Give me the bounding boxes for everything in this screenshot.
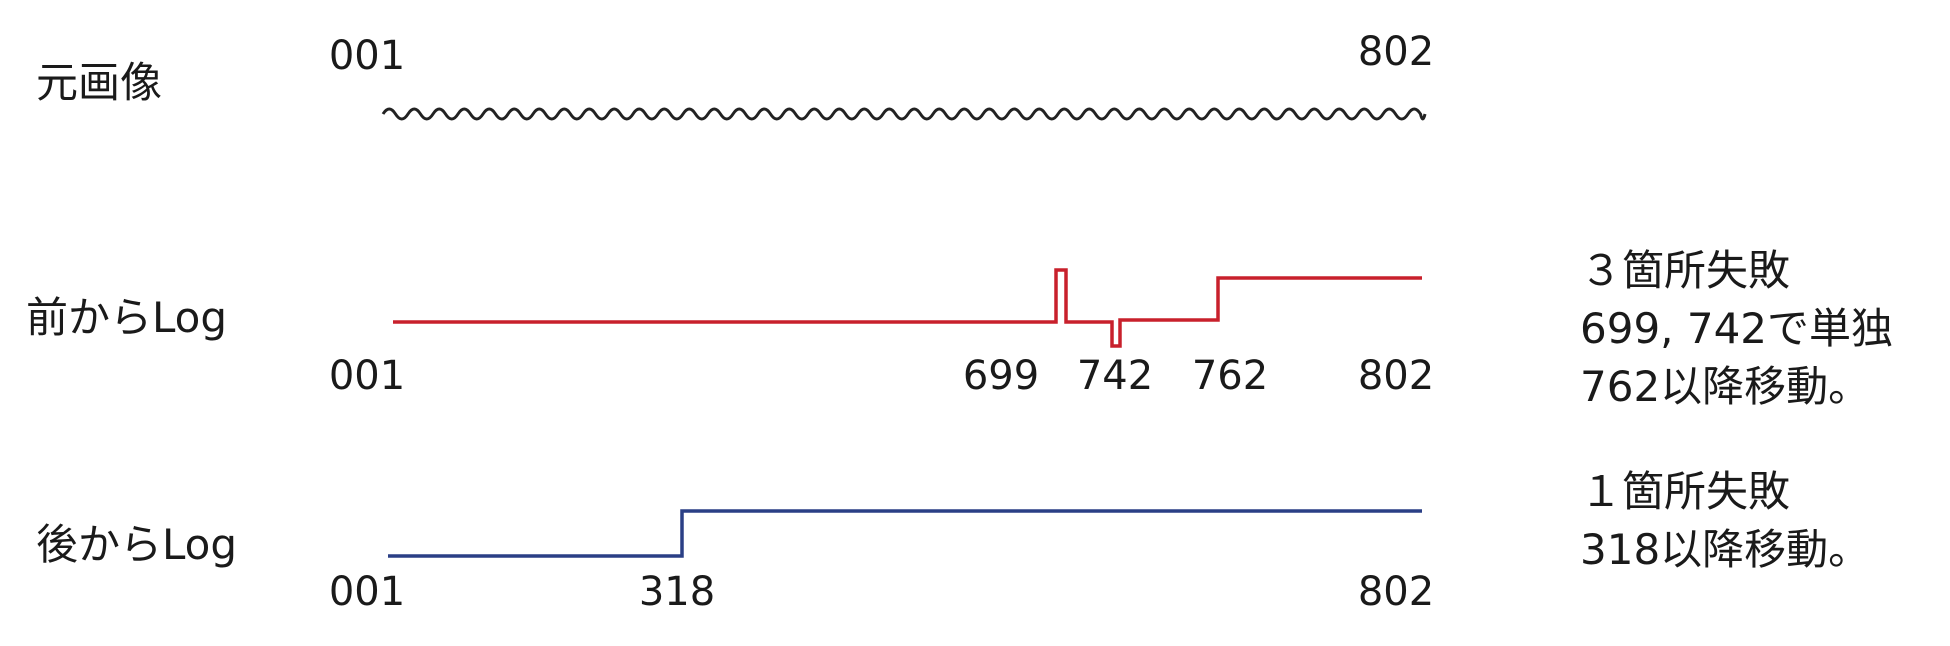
tick-label-end: 802 bbox=[1357, 569, 1435, 615]
tick-label-start: 001 bbox=[328, 569, 406, 615]
note-line: １箇所失敗 bbox=[1580, 467, 1791, 516]
note-line: 318以降移動。 bbox=[1580, 525, 1871, 574]
row-label-backward-log: 後からLog bbox=[36, 520, 238, 569]
tick-label-end: 802 bbox=[1357, 353, 1435, 399]
tick-label-318: 318 bbox=[638, 569, 716, 615]
forward-log-step-line bbox=[393, 268, 1422, 348]
tick-label-end: 802 bbox=[1357, 29, 1435, 75]
note-line: 762以降移動。 bbox=[1580, 362, 1871, 411]
tick-label-699: 699 bbox=[962, 353, 1040, 399]
row-label-original-image: 元画像 bbox=[36, 58, 163, 107]
backward-log-step-line bbox=[388, 509, 1422, 558]
tick-label-start: 001 bbox=[328, 353, 406, 399]
row-label-forward-log: 前からLog bbox=[26, 293, 228, 342]
original-image-wave-line bbox=[381, 107, 1427, 121]
forward-log-note: ３箇所失敗 699, 742で単独 762以降移動。 bbox=[1580, 242, 1893, 416]
backward-log-note: １箇所失敗 318以降移動。 bbox=[1580, 463, 1870, 579]
tick-label-742: 742 bbox=[1076, 353, 1154, 399]
tick-label-start: 001 bbox=[328, 33, 406, 79]
note-line: ３箇所失敗 bbox=[1580, 246, 1791, 295]
note-line: 699, 742で単独 bbox=[1580, 304, 1894, 353]
tick-label-762: 762 bbox=[1191, 353, 1269, 399]
